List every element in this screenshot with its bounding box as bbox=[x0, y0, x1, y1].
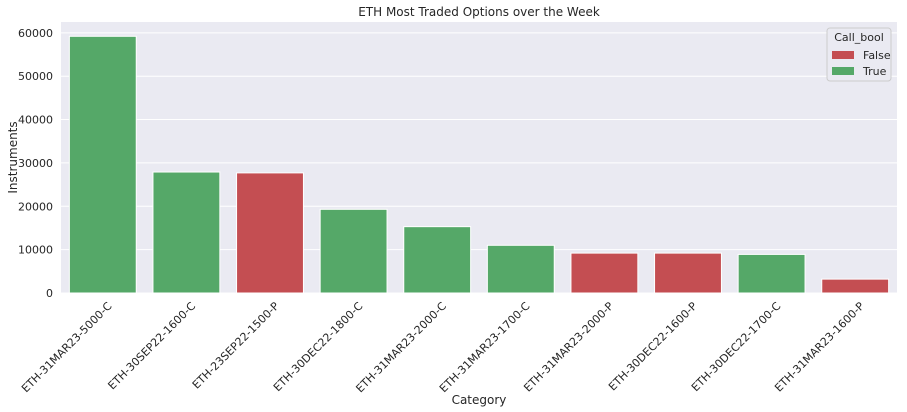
bar bbox=[654, 252, 722, 294]
x-tick-label: ETH-31MAR23-5000-C bbox=[19, 299, 115, 395]
y-tick-label: 30000 bbox=[18, 157, 53, 170]
x-tick-label: ETH-31MAR23-1600-P bbox=[772, 299, 867, 394]
legend-swatch bbox=[832, 67, 854, 75]
y-axis-ticks: 0 10000 20000 30000 40000 50000 60000 bbox=[18, 27, 53, 300]
x-tick-label: ETH-31MAR23-2000-P bbox=[521, 299, 616, 394]
bar bbox=[236, 172, 304, 294]
legend: Call_bool False True bbox=[826, 27, 892, 82]
x-tick-label: ETH-30SEP22-1600-C bbox=[105, 299, 198, 392]
y-tick-label: 20000 bbox=[18, 200, 53, 213]
legend-label: False bbox=[863, 49, 891, 62]
x-tick-label: ETH-30DEC22-1800-C bbox=[271, 299, 366, 394]
x-axis-ticks: ETH-31MAR23-5000-CETH-30SEP22-1600-CETH-… bbox=[19, 299, 867, 395]
legend-label: True bbox=[862, 65, 887, 78]
bar bbox=[403, 226, 472, 294]
bar bbox=[486, 244, 555, 294]
legend-title: Call_bool bbox=[834, 31, 884, 44]
x-tick-label: ETH-31MAR23-1700-C bbox=[437, 299, 533, 395]
x-tick-label: ETH-30DEC22-1700-C bbox=[689, 299, 784, 394]
x-tick-label: ETH-31MAR23-2000-C bbox=[353, 299, 449, 395]
y-tick-label: 0 bbox=[46, 287, 53, 300]
bar bbox=[737, 253, 806, 294]
y-tick-label: 50000 bbox=[18, 70, 53, 83]
chart-title: ETH Most Traded Options over the Week bbox=[358, 5, 600, 19]
legend-items: False True bbox=[832, 49, 891, 78]
x-tick-label: ETH-30DEC22-1600-P bbox=[606, 299, 700, 393]
bar bbox=[152, 171, 221, 294]
bar bbox=[68, 35, 137, 294]
bars bbox=[68, 35, 890, 294]
y-tick-label: 40000 bbox=[18, 114, 53, 127]
bar bbox=[319, 208, 388, 294]
y-tick-label: 10000 bbox=[18, 244, 53, 257]
bar bbox=[570, 252, 639, 294]
y-tick-label: 60000 bbox=[18, 27, 53, 40]
x-tick-label: ETH-23SEP22-1500-P bbox=[190, 299, 282, 391]
bar bbox=[821, 278, 890, 294]
x-axis-title: Category bbox=[452, 393, 507, 407]
y-axis-title: Instruments bbox=[6, 121, 20, 193]
legend-swatch bbox=[832, 51, 854, 59]
